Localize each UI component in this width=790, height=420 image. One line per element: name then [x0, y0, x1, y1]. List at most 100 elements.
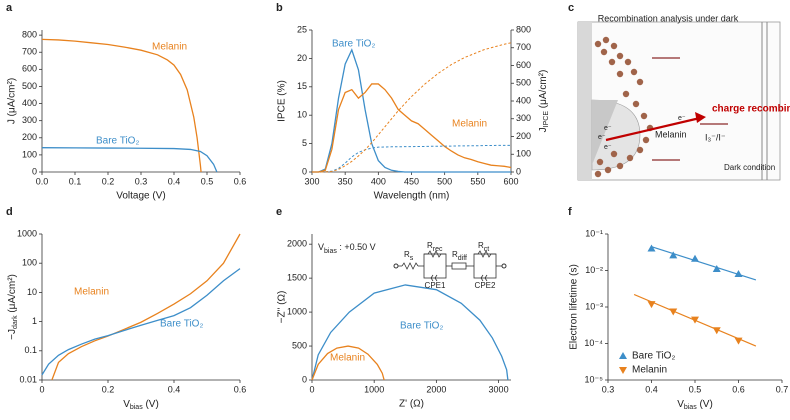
series-line — [51, 233, 241, 381]
x-axis-label-part: (V) — [143, 399, 159, 410]
y-tick-label: 0 — [32, 166, 37, 176]
x-axis-label: Voltage (V) — [116, 191, 165, 202]
x-tick-label: 0.1 — [69, 176, 82, 186]
series-label: Melanin — [330, 353, 365, 364]
annotation-part: R — [427, 241, 433, 250]
y-tick-label: 10⁻² — [585, 265, 603, 275]
y-tick-label: 0 — [302, 374, 307, 384]
annotation-part: ct — [484, 246, 490, 253]
y-tick-label: 10⁻³ — [585, 301, 603, 311]
y-tick-label: 300 — [22, 115, 37, 125]
y-tick-label: 0 — [302, 166, 307, 176]
redox-label: I₃⁻/I⁻ — [705, 132, 726, 142]
cpe — [480, 274, 488, 282]
x-tick-label: 0 — [309, 384, 314, 394]
x-tick-label: 0.5 — [689, 384, 702, 394]
resistor — [474, 250, 496, 258]
x-tick-label: 0.5 — [201, 176, 214, 186]
x-tick-label: 0 — [39, 384, 44, 394]
y-tick-label: 10 — [27, 287, 37, 297]
series-line — [312, 48, 511, 173]
annotation: CPE1 — [425, 281, 446, 290]
series-label: Melanin — [152, 42, 187, 53]
y2-tick-label: 400 — [516, 95, 531, 105]
y-axis-label-part: −J — [7, 329, 18, 340]
annotation-part: : +0.50 V — [337, 242, 376, 252]
x-tick-label: 300 — [304, 176, 319, 186]
series-label: Bare TiO₂ — [160, 319, 203, 330]
series-line — [41, 147, 218, 173]
y-tick-label: 200 — [22, 132, 37, 142]
annotation: Rdiff — [452, 250, 467, 262]
y2-tick-label: 0 — [516, 166, 521, 176]
y-axis-label: J (μA/cm²) — [7, 78, 18, 124]
rc-block — [473, 253, 497, 279]
x-tick-label: 400 — [371, 176, 386, 186]
band — [592, 100, 618, 165]
cpe — [430, 274, 438, 282]
y-tick-label: 400 — [22, 98, 37, 108]
y2-axis-label-part: (μA/cm²) — [538, 70, 549, 111]
x-tick-label: 500 — [437, 176, 452, 186]
data-point — [691, 254, 699, 262]
series-label: Bare TiO₂ — [332, 39, 375, 50]
electron: e⁻ — [678, 115, 686, 122]
series-line — [312, 83, 512, 173]
y-tick-label: 20 — [297, 53, 307, 63]
electron: e⁻ — [598, 134, 606, 141]
y-tick-label: 1000 — [17, 228, 37, 238]
y-tick-label: 2000 — [287, 239, 307, 249]
annotation-part: bias — [324, 248, 337, 255]
panel-letter: c — [568, 2, 574, 14]
data-point — [712, 327, 721, 335]
annotation-part: R — [404, 250, 410, 259]
x-axis-label-part: bias — [130, 404, 143, 411]
y-tick-label: 100 — [22, 149, 37, 159]
series-line — [311, 345, 385, 381]
y-tick-label: 10⁻¹ — [585, 228, 603, 238]
electron: e⁻ — [604, 144, 612, 151]
y2-tick-label: 500 — [516, 78, 531, 88]
y-tick-label: 1 — [32, 316, 37, 326]
x-tick-label: 0.3 — [602, 384, 615, 394]
data-point — [734, 270, 743, 278]
annotation: Vbias : +0.50 V — [318, 242, 376, 254]
x-tick-label: 0.2 — [102, 384, 115, 394]
x-axis-label: Z' (Ω) — [399, 399, 424, 410]
x-tick-label: 450 — [404, 176, 419, 186]
x-tick-label: 2000 — [426, 384, 446, 394]
annotation-part: rec — [433, 246, 443, 253]
x-tick-label: 0.2 — [102, 176, 115, 186]
data-point — [647, 301, 656, 309]
x-axis-label: Vbias (V) — [677, 399, 713, 411]
x-axis-label-part: (V) — [697, 399, 713, 410]
data-point — [712, 264, 721, 272]
data-point — [691, 316, 699, 324]
y-tick-label: 100 — [22, 258, 37, 268]
y2-tick-label: 300 — [516, 113, 531, 123]
arrow-label: charge recombination — [712, 104, 790, 115]
series-line — [41, 38, 202, 173]
electron: e⁻ — [604, 125, 612, 132]
y-tick-label: 0.1 — [24, 345, 37, 355]
panel-c-diagram: Recombination analysis under dark charge… — [577, 13, 790, 181]
y-axis-label-part: dark — [12, 315, 19, 329]
circuit-node — [501, 263, 507, 269]
y2-tick-label: 800 — [516, 24, 531, 34]
arrow-head — [695, 112, 706, 123]
annotation: Rrec — [427, 241, 443, 253]
annotation: Rct — [478, 241, 489, 253]
y-tick-label: 500 — [292, 340, 307, 350]
series-label: Bare TiO₂ — [400, 321, 443, 332]
panel-letter: b — [276, 2, 283, 14]
y-axis-label: −Jdark (μA/cm²) — [7, 274, 19, 340]
rc-block — [423, 253, 447, 279]
material-label: Melanin — [655, 129, 687, 139]
y-axis-label: −Z'' (Ω) — [277, 291, 288, 324]
panel-letter: f — [568, 206, 572, 218]
x-tick-label: 0.6 — [732, 384, 745, 394]
y-tick-label: 5 — [302, 138, 307, 148]
y-tick-label: 1500 — [287, 273, 307, 283]
x-axis-label-part: V — [677, 399, 684, 410]
